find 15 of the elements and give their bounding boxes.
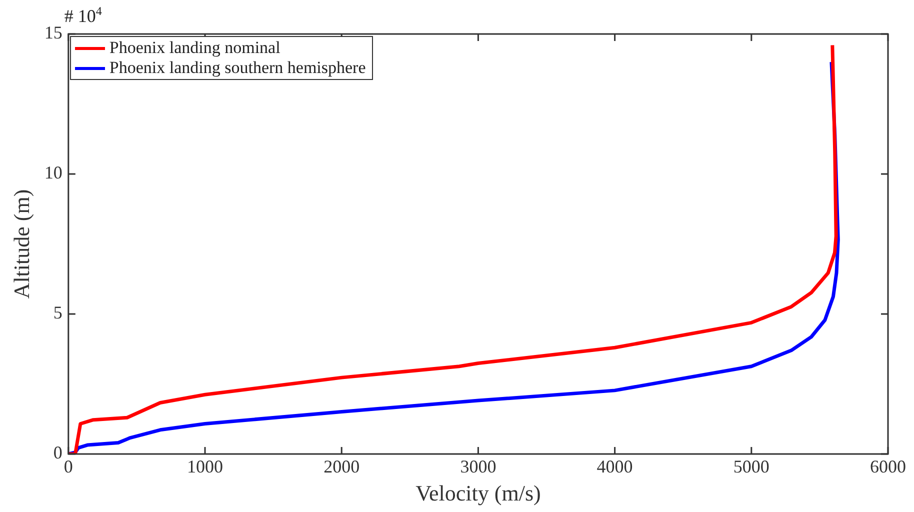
x-axis-title: Velocity (m/s) [416, 480, 541, 506]
y-tick-label: 15 [44, 22, 62, 43]
y-tick-label: 0 [53, 442, 62, 463]
x-tick-label: 1000 [187, 456, 223, 477]
x-tick-label: 3000 [460, 456, 496, 477]
x-tick-label: 5000 [733, 456, 770, 477]
legend-label: Phoenix landing nominal [109, 38, 280, 58]
x-tick-label: 2000 [324, 456, 360, 477]
y-tick-label: 5 [53, 302, 62, 323]
x-tick-label: 4000 [596, 456, 633, 477]
y-axis-title: Altitude (m) [8, 189, 34, 299]
text: # 10$^{4}$ [64, 4, 102, 27]
x-tick-label: 6000 [870, 456, 906, 477]
y-tick-label: 10 [44, 162, 62, 183]
legend-label: Phoenix landing southern hemisphere [109, 58, 366, 78]
